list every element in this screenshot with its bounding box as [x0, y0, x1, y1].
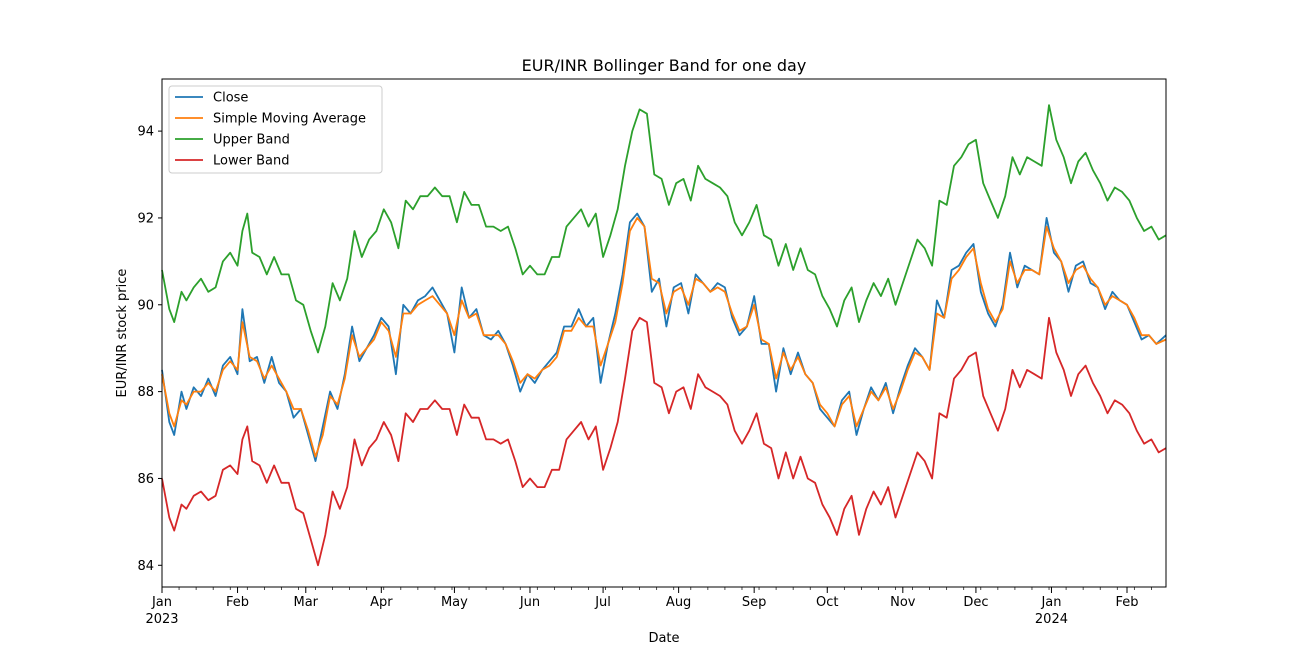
x-tick-label: Jan	[1040, 595, 1061, 610]
x-tick-label: Sep	[742, 595, 767, 610]
series-line-simple-moving-average	[161, 217, 1167, 458]
x-axis-label: Date	[648, 631, 679, 646]
y-tick-label: 92	[137, 211, 154, 226]
legend-label-upper-band: Upper Band	[213, 133, 290, 148]
x-tick-label: Nov	[890, 595, 916, 610]
x-tick-label: Jun	[519, 595, 540, 610]
series-line-lower-band	[161, 316, 1167, 567]
chart-title: EUR/INR Bollinger Band for one day	[522, 56, 807, 75]
x-tick-label: Jan	[151, 595, 172, 610]
x-tick-label: Jul	[594, 595, 611, 610]
x-tick-label: Feb	[1115, 595, 1138, 610]
series-lines	[161, 104, 1167, 567]
legend: Close Simple Moving Average Upper Band Lowe…	[168, 85, 383, 174]
y-axis-ticks: 84 86 88 90 92 94	[137, 125, 162, 574]
plot-frame	[161, 78, 1167, 588]
x-tick-label: Feb	[226, 595, 249, 610]
x-tick-label: Dec	[963, 595, 988, 610]
y-tick-label: 86	[137, 472, 154, 487]
x-axis-ticks: Jan 2023 Feb Mar Apr May Jun Jul Aug Sep Oct Nov Dec…	[145, 587, 1152, 627]
legend-box	[168, 85, 383, 174]
legend-label-simple-moving-average: Simple Moving Average	[213, 112, 366, 127]
y-tick-label: 90	[137, 298, 154, 313]
series-line-upper-band	[161, 104, 1167, 354]
x-tick-label: Oct	[816, 595, 838, 610]
series-line-close	[161, 212, 1167, 462]
y-tick-label: 88	[137, 385, 154, 400]
x-tick-label: Aug	[666, 595, 691, 610]
legend-label-lower-band: Lower Band	[213, 154, 289, 169]
x-tick-label: Apr	[370, 595, 393, 610]
x-tick-year-label: 2024	[1035, 612, 1068, 627]
legend-label-close: Close	[213, 91, 248, 106]
y-tick-label: 94	[137, 125, 154, 140]
x-tick-label: Mar	[294, 595, 319, 610]
y-axis-label: EUR/INR stock price	[115, 269, 130, 398]
y-tick-label: 84	[137, 559, 154, 574]
x-tick-label: May	[441, 595, 468, 610]
x-tick-year-label: 2023	[145, 612, 178, 627]
